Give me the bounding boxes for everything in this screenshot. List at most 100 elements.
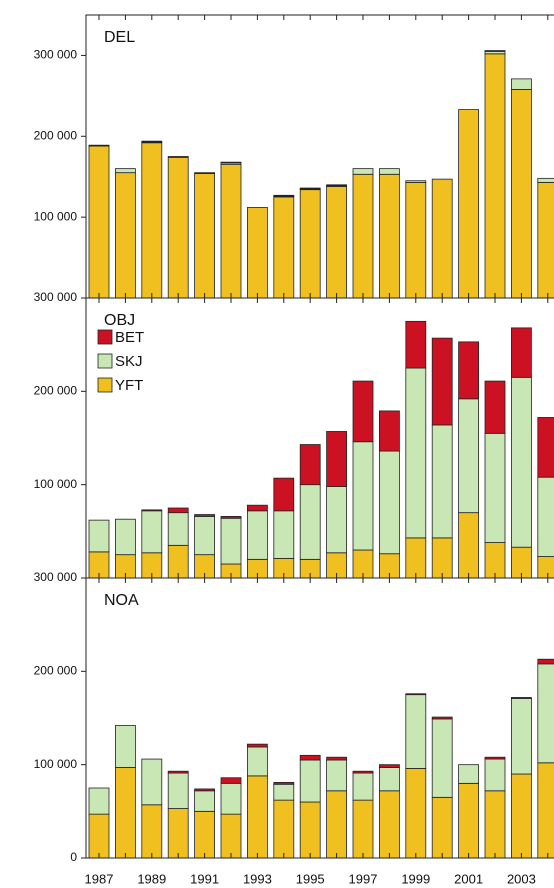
- y-tick-label: 200 000: [34, 384, 78, 398]
- bar-segment: [273, 799, 295, 859]
- bar-segment: [246, 510, 268, 560]
- legend-swatch: [97, 377, 113, 393]
- bar-segment: [458, 764, 480, 784]
- panel-title: NOA: [104, 592, 139, 609]
- y-tick-label: 200 000: [34, 664, 78, 678]
- bar-segment: [167, 808, 189, 859]
- bar-segment: [88, 145, 110, 299]
- bar-segment: [431, 716, 453, 720]
- bar-segment: [246, 207, 268, 299]
- bar-segment: [484, 756, 506, 760]
- bar-segment: [299, 444, 321, 486]
- bar-segment: [431, 337, 453, 426]
- bar-segment: [220, 517, 242, 565]
- bar-segment: [299, 189, 321, 299]
- bar-segment: [326, 756, 348, 761]
- bar-segment: [88, 144, 110, 147]
- x-tick-label: 1991: [190, 871, 219, 886]
- bar-segment: [405, 320, 427, 369]
- bar-segment: [510, 78, 532, 90]
- bar-segment: [220, 161, 242, 164]
- y-tick-label: 300 000: [34, 290, 78, 304]
- bar-segment: [115, 168, 136, 174]
- bar-segment: [378, 168, 400, 175]
- bar-segment: [194, 173, 216, 299]
- bar-segment: [194, 788, 216, 792]
- y-tick-label: 0: [70, 850, 77, 864]
- bar-segment: [194, 790, 216, 812]
- bar-segment: [405, 537, 427, 579]
- bar-segment: [352, 799, 374, 859]
- x-tick-label: 1993: [243, 871, 272, 886]
- bar-segment: [484, 758, 506, 792]
- bar-segment: [273, 782, 295, 785]
- bar-segment: [167, 770, 189, 774]
- bar-segment: [458, 398, 480, 514]
- bar-segment: [352, 173, 374, 299]
- bar-segment: [273, 194, 295, 197]
- bar-segment: [484, 50, 506, 52]
- x-tick-label: 1995: [296, 871, 325, 886]
- bar-segment: [537, 417, 554, 478]
- bar-segment: [431, 424, 453, 539]
- bar-segment: [378, 764, 400, 768]
- bar-segment: [458, 512, 480, 579]
- bar-segment: [326, 186, 348, 299]
- bar-segment: [537, 658, 554, 665]
- bar-segment: [299, 754, 321, 761]
- bar-segment: [537, 476, 554, 557]
- x-tick-label: 2003: [507, 871, 536, 886]
- bar-segment: [378, 767, 400, 792]
- panel-title: OBJ: [104, 312, 135, 329]
- bar-segment: [246, 743, 268, 748]
- bar-segment: [484, 790, 506, 859]
- bar-segment: [352, 772, 374, 801]
- bar-segment: [405, 694, 427, 769]
- y-tick-label: 100 000: [34, 757, 78, 771]
- bar-segment: [431, 796, 453, 859]
- bar-segment: [431, 178, 453, 299]
- y-tick-label: 100 000: [34, 209, 78, 223]
- legend-swatch: [97, 329, 113, 345]
- bar-segment: [115, 725, 136, 768]
- bar-segment: [405, 180, 427, 183]
- bar-segment: [484, 432, 506, 543]
- bar-segment: [326, 759, 348, 792]
- x-tick-label: 1997: [349, 871, 378, 886]
- x-tick-label: 1989: [137, 871, 166, 886]
- bar-segment: [326, 486, 348, 554]
- legend-label: SKJ: [115, 353, 143, 370]
- bar-segment: [141, 140, 163, 143]
- bar-segment: [194, 172, 216, 174]
- bar-segment: [273, 196, 295, 299]
- bar-segment: [458, 109, 480, 299]
- legend-label: YFT: [115, 377, 143, 394]
- bar-segment: [220, 813, 242, 859]
- bar-segment: [141, 510, 163, 554]
- bar-segment: [115, 767, 136, 859]
- bar-segment: [510, 773, 532, 859]
- legend-swatch: [97, 353, 113, 369]
- bar-segment: [299, 759, 321, 803]
- bar-segment: [537, 181, 554, 299]
- bar-segment: [246, 504, 268, 512]
- bar-segment: [141, 804, 163, 859]
- bar-segment: [167, 156, 189, 158]
- bar-segment: [299, 187, 321, 190]
- bar-segment: [510, 327, 532, 378]
- bar-segment: [194, 516, 216, 556]
- bar-segment: [141, 758, 163, 806]
- bar-segment: [246, 775, 268, 859]
- bar-segment: [405, 768, 427, 859]
- x-tick-label: 1999: [401, 871, 430, 886]
- bar-segment: [194, 514, 216, 517]
- bar-segment: [510, 698, 532, 775]
- bar-segment: [273, 783, 295, 801]
- bar-segment: [326, 431, 348, 487]
- y-tick-label: 200 000: [34, 128, 78, 142]
- bar-segment: [167, 772, 189, 809]
- panel-frame: [85, 577, 554, 859]
- legend-label: BET: [115, 329, 144, 346]
